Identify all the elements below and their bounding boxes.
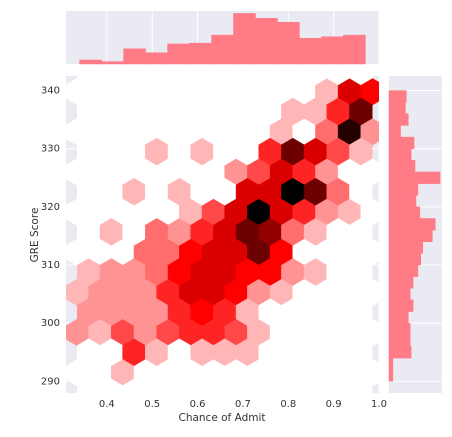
- hist-bar: [145, 52, 168, 65]
- hist-bar: [189, 42, 212, 65]
- y-tick-label: 340: [41, 86, 60, 97]
- y-tick-label: 310: [41, 260, 60, 271]
- hex-cell: [122, 76, 146, 86]
- hist-bar: [388, 113, 409, 126]
- x-tick-label: 0.7: [235, 399, 251, 410]
- hist-bar: [211, 34, 234, 65]
- hist-bar: [388, 171, 441, 184]
- hist-bar: [123, 48, 146, 65]
- hist-bar: [388, 183, 419, 196]
- hist-bar: [388, 136, 415, 149]
- hex-cell: [145, 76, 169, 86]
- hist-bar: [388, 288, 411, 301]
- labels: Chance of Admit GRE Score 0.4 0.5 0.6 0.7 0.…: [29, 86, 387, 424]
- hex-cell: [349, 298, 373, 326]
- x-tick-label: 0.4: [99, 399, 115, 410]
- hist-bar: [388, 299, 414, 312]
- x-tick-label: 0.8: [280, 399, 296, 410]
- hist-bar: [388, 264, 419, 277]
- hist-bar: [79, 59, 102, 65]
- hex-cell: [349, 378, 373, 393]
- hex-cell: [77, 76, 101, 86]
- y-tick-label: 300: [41, 318, 60, 329]
- hex-cell: [99, 76, 123, 86]
- hex-cell: [349, 338, 373, 367]
- hist-bar: [388, 125, 401, 138]
- hex-cell: [213, 76, 237, 86]
- hist-bar: [388, 206, 421, 219]
- hex-cell: [258, 76, 282, 86]
- hist-bar: [101, 61, 124, 65]
- hist-bar: [277, 21, 300, 65]
- hist-bar: [388, 229, 433, 243]
- hist-bar: [388, 357, 394, 370]
- hist-bar: [388, 241, 423, 254]
- hex-cell: [349, 178, 373, 206]
- hist-bar: [388, 334, 411, 347]
- hist-bar: [388, 346, 412, 359]
- hex-cell: [281, 76, 305, 86]
- hist-bar: [388, 218, 436, 231]
- hist-bar: [167, 43, 190, 65]
- hex-cell: [235, 76, 260, 86]
- hist-bar: [388, 101, 406, 115]
- hist-bar: [388, 148, 412, 161]
- hist-bar: [388, 194, 417, 208]
- hex-cell: [349, 137, 373, 166]
- hex-cell: [326, 76, 350, 86]
- histograms: [79, 13, 441, 382]
- hist-bar: [321, 36, 344, 65]
- hist-bar: [343, 34, 366, 65]
- hist-bar: [388, 311, 409, 324]
- hist-bar: [388, 322, 411, 336]
- x-axis-label: Chance of Admit: [178, 412, 265, 424]
- y-axis-label: GRE Score: [29, 208, 41, 263]
- hist-bar: [388, 253, 422, 266]
- hist-bar: [255, 17, 278, 65]
- hex-cell: [349, 76, 373, 86]
- hex-cell: [167, 76, 192, 86]
- y-tick-label: 290: [41, 376, 60, 387]
- hexbin: [66, 76, 379, 393]
- hex-cell: [349, 218, 373, 246]
- hex-cell: [190, 76, 214, 86]
- y-tick-label: 320: [41, 202, 60, 213]
- hist-bar: [233, 13, 256, 65]
- hex-cell: [349, 97, 373, 126]
- hex-cell: [349, 258, 373, 286]
- hist-bar: [388, 90, 407, 103]
- hist-bar: [299, 38, 322, 65]
- y-tick-label: 330: [41, 144, 60, 155]
- x-tick-label: 1.0: [371, 399, 387, 410]
- x-tick-label: 0.5: [144, 399, 160, 410]
- hist-bar: [388, 160, 416, 173]
- x-tick-label: 0.6: [190, 399, 206, 410]
- hist-bar: [388, 276, 414, 289]
- hist-bar: [388, 369, 394, 382]
- x-tick-label: 0.9: [326, 399, 342, 410]
- hex-cell: [303, 76, 328, 86]
